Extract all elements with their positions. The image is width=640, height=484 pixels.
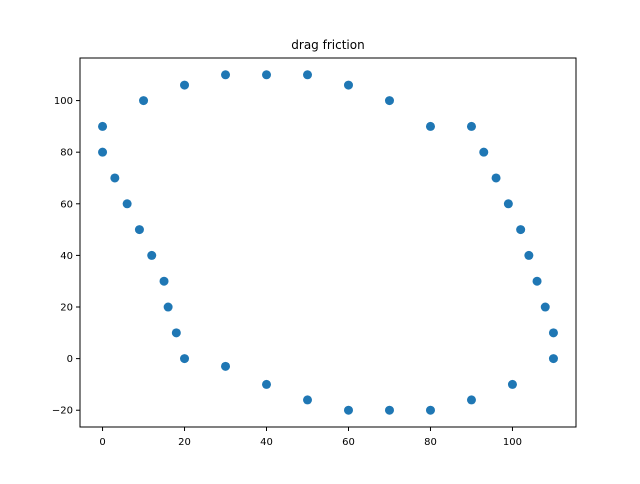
data-point: [134, 225, 144, 235]
data-point: [425, 405, 435, 415]
chart-title: drag friction: [291, 38, 364, 52]
data-point: [343, 405, 353, 415]
marks-layer: [98, 70, 558, 415]
data-point: [540, 302, 550, 312]
data-point: [524, 250, 534, 260]
data-point: [122, 199, 132, 209]
x-tick-label: 20: [178, 437, 191, 448]
data-point: [147, 250, 157, 260]
y-tick-label: 100: [54, 96, 73, 107]
data-point: [532, 276, 542, 286]
data-point: [503, 199, 513, 209]
y-tick-label: 0: [67, 354, 73, 365]
data-point: [491, 173, 501, 183]
ticks-layer: 0 20 40 60 80 100 −20 0 20 40 60 80 100: [52, 96, 522, 448]
plot-frame: [79, 57, 577, 428]
y-tick-label: 80: [60, 148, 73, 159]
data-point: [159, 276, 169, 286]
data-point: [507, 379, 517, 389]
data-point: [303, 70, 313, 80]
data-point: [180, 354, 190, 364]
data-point: [466, 395, 476, 405]
data-point: [221, 70, 231, 80]
x-tick-label: 60: [342, 437, 355, 448]
data-point: [384, 96, 394, 106]
data-point: [171, 328, 181, 338]
data-point: [110, 173, 120, 183]
data-point: [180, 80, 190, 90]
data-point: [139, 96, 149, 106]
x-tick-label: 40: [260, 437, 273, 448]
data-point: [98, 121, 108, 131]
data-point: [548, 328, 558, 338]
x-tick-label: 80: [424, 437, 437, 448]
data-point: [98, 147, 108, 157]
data-point: [466, 121, 476, 131]
data-point: [221, 361, 231, 371]
data-point: [262, 70, 272, 80]
y-tick-label: 60: [60, 199, 73, 210]
y-tick-label: 40: [60, 251, 73, 262]
x-tick-label: 100: [503, 437, 522, 448]
data-point: [548, 354, 558, 364]
data-point: [516, 225, 526, 235]
data-point: [425, 121, 435, 131]
data-point: [343, 80, 353, 90]
x-tick-label: 0: [99, 437, 105, 448]
data-point: [262, 379, 272, 389]
data-point: [163, 302, 173, 312]
y-tick-label: −20: [52, 406, 73, 417]
data-point: [384, 405, 394, 415]
data-point: [479, 147, 489, 157]
data-point: [303, 395, 313, 405]
y-tick-label: 20: [60, 303, 73, 314]
